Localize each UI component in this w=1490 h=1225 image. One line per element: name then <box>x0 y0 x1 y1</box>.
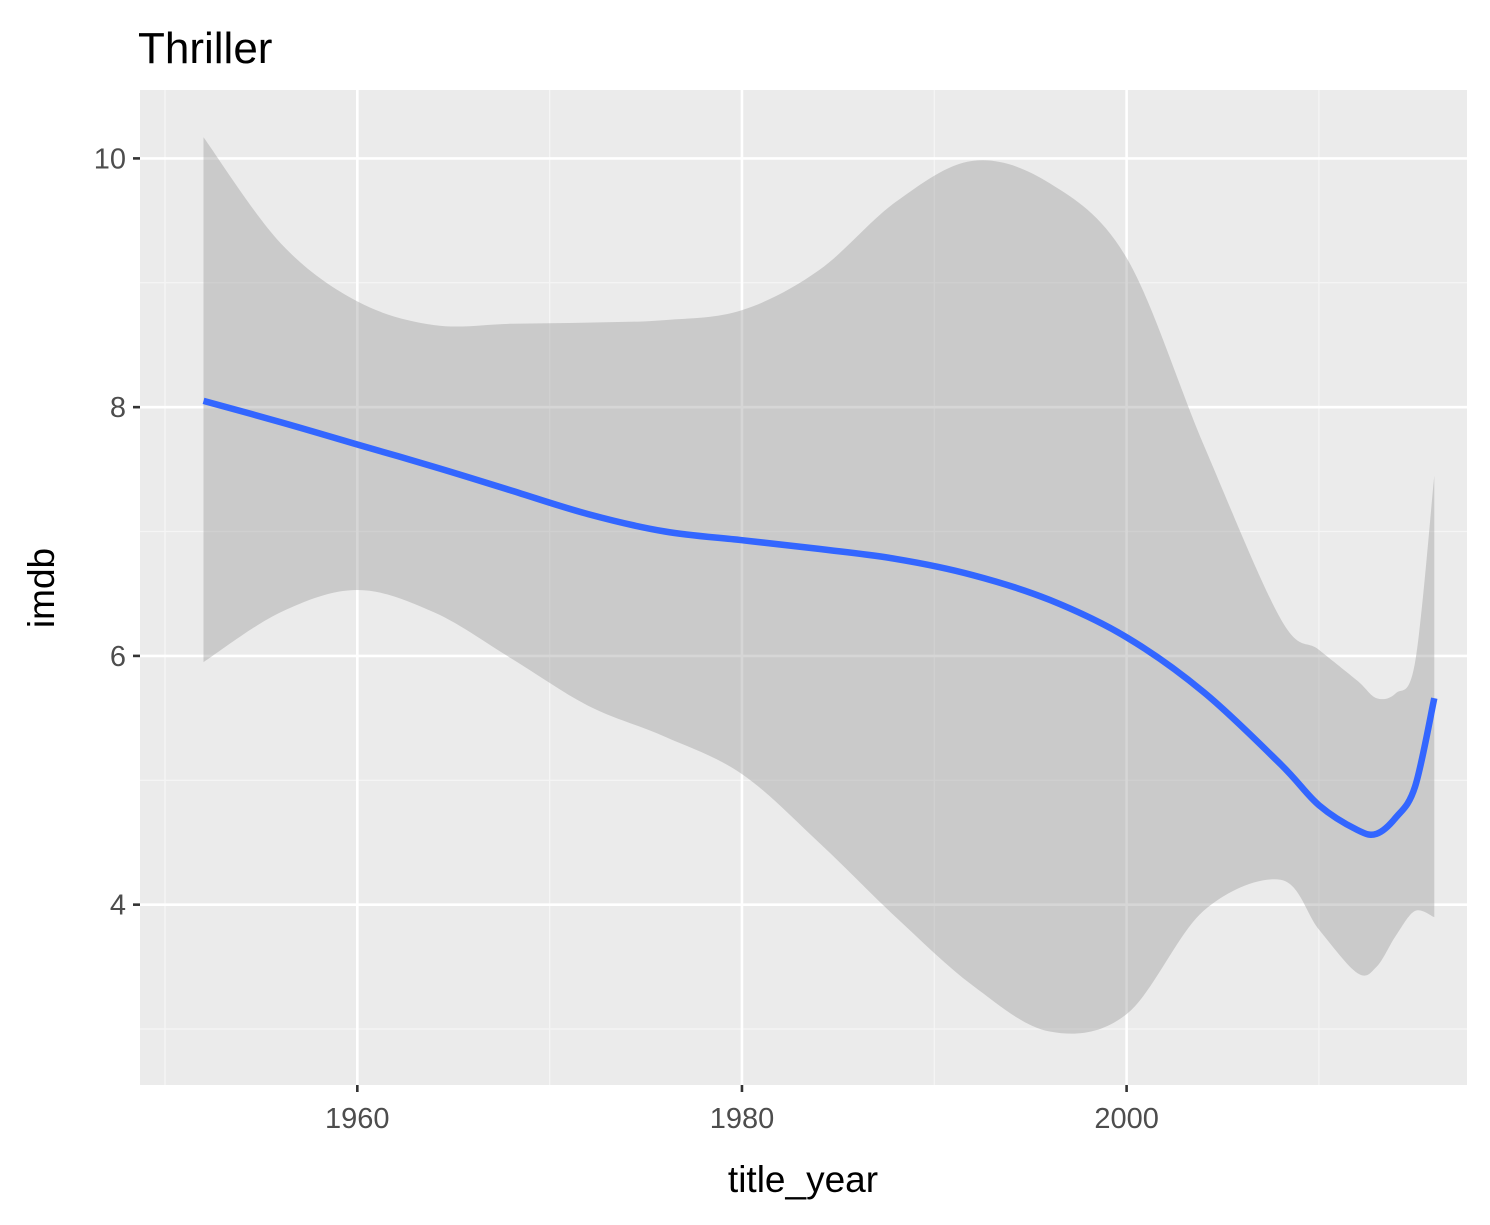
y-axis-title: imdb <box>21 548 62 628</box>
chart-title: Thriller <box>138 24 272 73</box>
x-tick-label: 1960 <box>325 1103 390 1135</box>
smooth-line <box>202 397 1438 838</box>
x-axis-title: title_year <box>728 1159 878 1200</box>
confidence-band <box>203 137 1435 1034</box>
smooth-line-layer <box>202 397 1438 838</box>
y-axis: 4 6 8 10 <box>94 143 140 922</box>
y-tick-label: 8 <box>110 392 126 424</box>
x-tick-label: 2000 <box>1094 1103 1159 1135</box>
plot-panel <box>140 90 1467 1085</box>
minor-grid <box>140 90 1467 1085</box>
x-tick-label: 1980 <box>710 1103 775 1135</box>
y-tick-label: 10 <box>94 143 126 175</box>
x-axis: 1960 1980 2000 <box>325 1085 1159 1135</box>
confidence-band-layer <box>203 137 1435 1034</box>
y-tick-label: 4 <box>110 890 126 922</box>
major-grid <box>140 90 1467 1085</box>
y-tick-label: 6 <box>110 641 126 673</box>
